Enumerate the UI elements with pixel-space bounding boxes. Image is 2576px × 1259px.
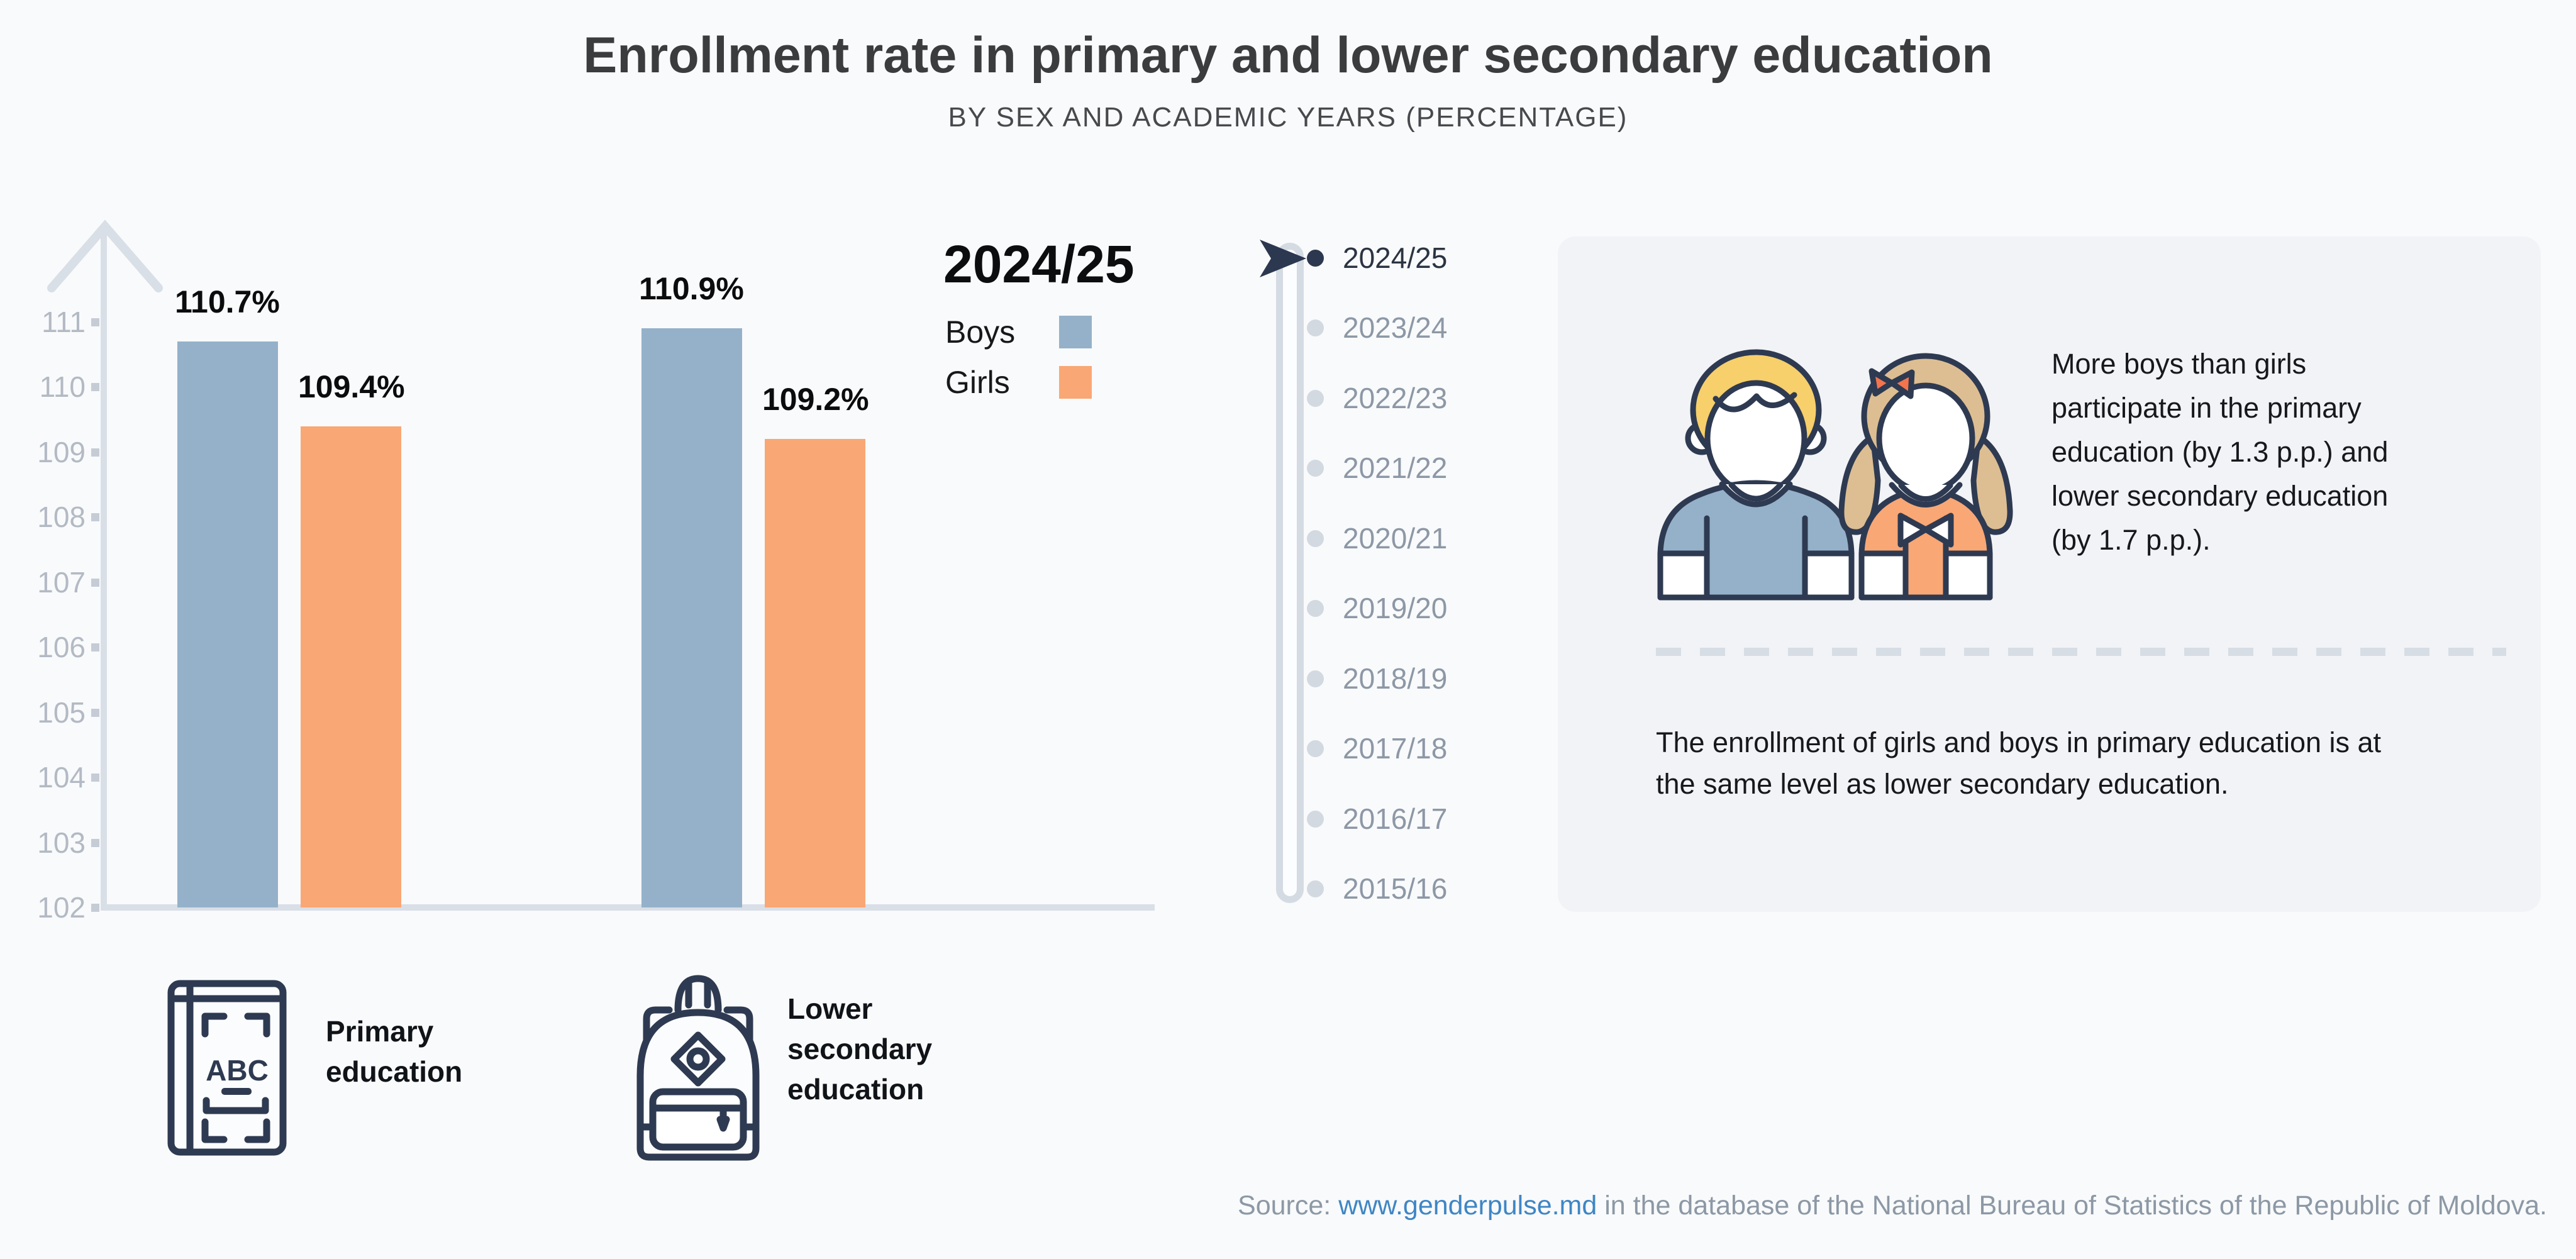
year-slider-track[interactable] <box>1276 243 1304 903</box>
year-label: 2022/23 <box>1343 382 1448 414</box>
year-item[interactable]: 2015/16 <box>1307 870 1447 907</box>
page-subtitle: BY SEX AND ACADEMIC YEARS (PERCENTAGE) <box>948 102 1628 133</box>
source-suffix: in the database of the National Bureau o… <box>1597 1190 2547 1221</box>
boys-color-swatch <box>1059 316 1092 348</box>
year-label: 2023/24 <box>1343 311 1448 344</box>
year-label: 2021/22 <box>1343 452 1448 484</box>
year-label: 2016/17 <box>1343 802 1448 835</box>
year-dot <box>1307 249 1324 267</box>
source-line: Source: www.genderpulse.md in the databa… <box>1238 1190 2547 1221</box>
year-item[interactable]: 2019/20 <box>1307 590 1447 626</box>
year-item[interactable]: 2024/25 <box>1307 240 1447 276</box>
svg-text:ABC: ABC <box>206 1054 269 1087</box>
year-item[interactable]: 2020/21 <box>1307 520 1447 557</box>
value-label-girls-lower-secondary: 109.2% <box>762 382 869 418</box>
year-dot <box>1307 530 1324 547</box>
year-label: 2015/16 <box>1343 872 1448 905</box>
year-dot <box>1307 810 1324 828</box>
year-label: 2024/25 <box>1343 241 1448 274</box>
year-label: 2019/20 <box>1343 592 1448 624</box>
insight-panel: More boys than girls participate in the … <box>1558 236 2541 912</box>
dashed-divider <box>1656 648 2506 656</box>
current-year-arrow-icon <box>1260 240 1306 277</box>
legend-label-girls: Girls <box>945 365 1010 400</box>
year-item[interactable]: 2018/19 <box>1307 660 1447 697</box>
value-label-boys-lower-secondary: 110.9% <box>639 271 744 307</box>
year-dot <box>1307 599 1324 617</box>
year-item[interactable]: 2016/17 <box>1307 801 1447 837</box>
backpack-icon <box>636 975 760 1161</box>
year-label: 2018/19 <box>1343 662 1448 695</box>
bar-boys-lower-secondary[interactable] <box>641 328 742 907</box>
highlight-text: More boys than girls participate in the … <box>2051 348 2389 556</box>
y-axis-arrow-icon <box>47 219 163 292</box>
year-label: 2020/21 <box>1343 522 1448 555</box>
year-dot <box>1307 880 1324 897</box>
bar-girls-lower-secondary[interactable] <box>765 439 865 907</box>
value-label-girls-primary: 109.4% <box>298 369 405 404</box>
year-dot <box>1307 740 1324 757</box>
value-label-boys-primary: 110.7% <box>175 284 280 320</box>
year-item[interactable]: 2022/23 <box>1307 380 1447 416</box>
legend-label-boys: Boys <box>945 314 1016 350</box>
x-axis <box>101 904 1155 911</box>
y-axis <box>101 231 107 907</box>
bar-boys-primary[interactable] <box>177 341 278 907</box>
year-item[interactable]: 2023/24 <box>1307 309 1447 346</box>
year-item[interactable]: 2021/22 <box>1307 450 1447 486</box>
legend-item-girls: Girls <box>945 363 1092 401</box>
girls-color-swatch <box>1059 366 1092 399</box>
legend-item-boys: Boys <box>945 313 1092 351</box>
bar-girls-primary[interactable] <box>301 426 401 907</box>
category-label-primary: Primary education <box>326 1015 463 1088</box>
source-prefix: Source: <box>1238 1190 1339 1221</box>
year-dot <box>1307 459 1324 477</box>
boy-and-girl-icon <box>1657 349 2013 601</box>
year-dot <box>1307 670 1324 687</box>
source-link[interactable]: www.genderpulse.md <box>1338 1190 1597 1221</box>
year-label: 2017/18 <box>1343 732 1448 765</box>
legend-current-year: 2024/25 <box>943 235 1135 294</box>
year-dot <box>1307 319 1324 336</box>
year-item[interactable]: 2017/18 <box>1307 730 1447 767</box>
category-label-lower-secondary: Lower secondary education <box>787 992 933 1106</box>
secondary-text: The enrollment of girls and boys in prim… <box>1656 726 2382 800</box>
year-dot <box>1307 389 1324 407</box>
abc-book-icon: ABC <box>167 980 287 1156</box>
page-title: Enrollment rate in primary and lower sec… <box>583 27 1993 84</box>
